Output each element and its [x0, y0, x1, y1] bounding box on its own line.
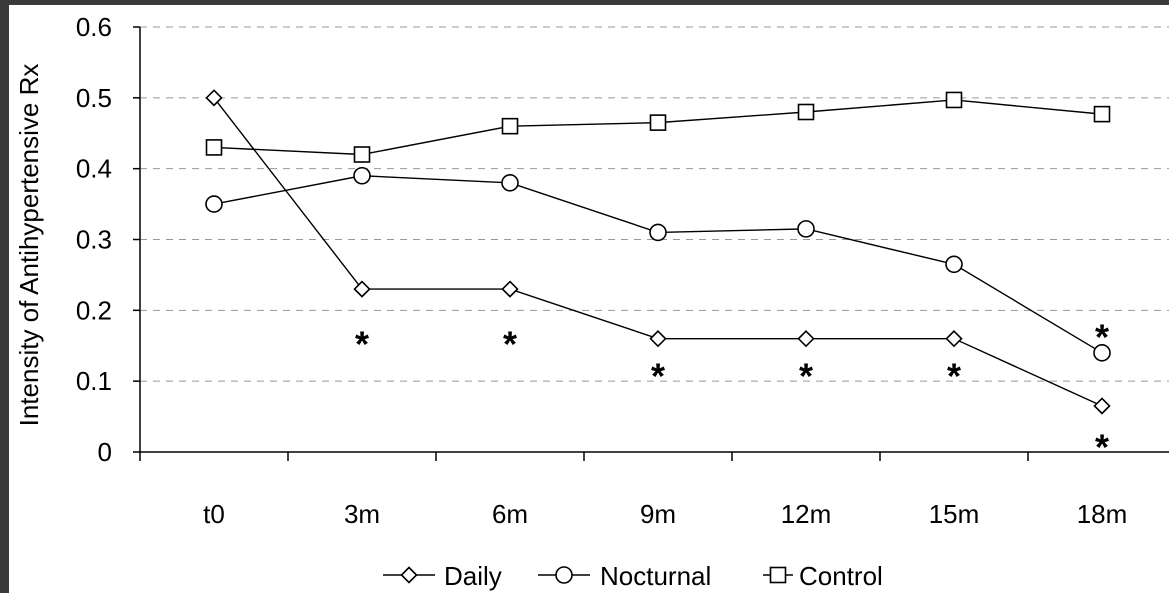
y-tick-label: 0.6: [76, 12, 112, 42]
series-control: [205, 91, 1111, 163]
legend-label: Control: [799, 561, 883, 591]
y-tick-label: 0.2: [76, 295, 112, 325]
series-line-nocturnal: [213, 175, 1103, 354]
y-tick-label: 0.1: [76, 366, 112, 396]
legend-marker-daily: [400, 566, 418, 584]
legend-marker-nocturnal: [555, 566, 573, 584]
legend-entry-nocturnal: Nocturnal: [538, 561, 711, 591]
legend-label: Nocturnal: [600, 561, 711, 591]
point-daily: [353, 280, 371, 298]
point-control: [797, 103, 815, 121]
y-tick-label: 0.3: [76, 225, 112, 255]
significance-asterisk: *: [799, 356, 813, 397]
series-nocturnal: [205, 166, 1111, 362]
y-tick-label: 0.4: [76, 154, 112, 184]
point-control: [353, 146, 371, 163]
legend: Daily Nocturnal Control: [383, 561, 883, 591]
x-tick-label: 6m: [492, 499, 528, 529]
axes: [133, 26, 1169, 461]
point-control: [501, 117, 519, 135]
y-tick-label: 0: [98, 437, 112, 467]
significance-asterisk: *: [947, 356, 961, 397]
point-nocturnal: [1093, 344, 1111, 362]
point-nocturnal: [501, 174, 519, 192]
significance-annotations: * * * * * * *: [355, 317, 1109, 468]
legend-entry-daily: Daily: [383, 561, 502, 591]
point-daily: [205, 89, 223, 107]
point-nocturnal: [353, 166, 371, 185]
x-tick-label: 12m: [781, 499, 832, 529]
significance-asterisk: *: [1095, 426, 1109, 467]
x-tick-label: t0: [203, 499, 225, 529]
point-control: [945, 91, 963, 109]
point-nocturnal: [797, 220, 815, 238]
significance-asterisk: *: [503, 324, 517, 365]
x-tick-label: 15m: [929, 499, 980, 529]
x-tick-label: 3m: [344, 499, 380, 529]
legend-entry-control: Control: [763, 561, 883, 591]
series-daily: [205, 89, 1111, 415]
x-tick-labels: t0 3m 6m 9m 12m 15m 18m: [203, 499, 1127, 529]
y-axis-label: Intensity of Antihypertensive Rx: [14, 64, 44, 427]
point-nocturnal: [205, 195, 223, 213]
x-tick-label: 9m: [640, 499, 676, 529]
gridlines: [140, 26, 1169, 382]
y-tick-labels: 0 0.1 0.2 0.3 0.4 0.5 0.6: [76, 12, 112, 467]
point-daily: [501, 280, 519, 298]
legend-label: Daily: [444, 561, 502, 591]
point-daily: [649, 330, 667, 348]
legend-marker-control: [769, 566, 787, 584]
point-daily: [1093, 397, 1111, 415]
point-nocturnal: [649, 223, 667, 242]
significance-asterisk: *: [1095, 317, 1109, 358]
x-tick-label: 18m: [1077, 499, 1128, 529]
point-control: [649, 114, 667, 131]
point-daily: [945, 330, 963, 348]
point-nocturnal: [945, 255, 963, 274]
y-tick-label: 0.5: [76, 83, 112, 113]
significance-asterisk: *: [355, 324, 369, 365]
significance-asterisk: *: [651, 356, 665, 397]
point-control: [205, 139, 223, 156]
point-control: [1093, 105, 1111, 123]
series: [205, 89, 1111, 415]
point-daily: [797, 330, 815, 348]
